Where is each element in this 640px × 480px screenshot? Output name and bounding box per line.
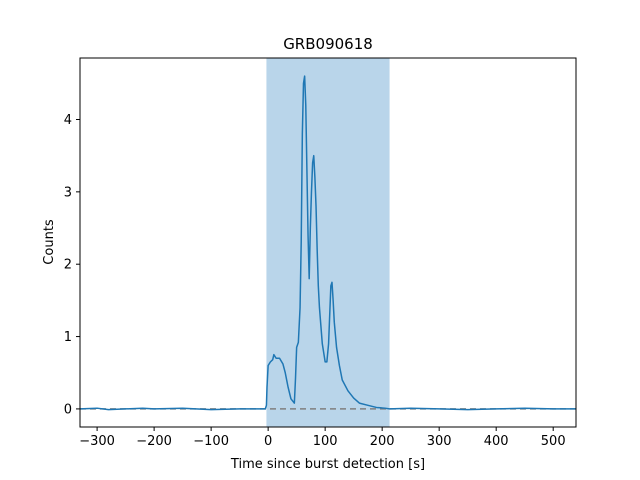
x-tick-label: 300 [427, 434, 452, 449]
x-tick-label: −300 [79, 434, 115, 449]
y-axis-label: Counts [42, 219, 57, 265]
plot-frame [79, 57, 577, 428]
y-tick-label: 2 [64, 258, 72, 273]
x-tick-label: 400 [484, 434, 509, 449]
chart-title: GRB090618 [283, 35, 373, 53]
y-tick-label: 4 [64, 113, 72, 128]
y-tick-label: 1 [64, 330, 72, 345]
y-tick-label: 3 [64, 185, 72, 200]
x-axis-label: Time since burst detection [s] [230, 457, 425, 472]
light-curve-series-0 [79, 75, 576, 411]
burst-interval-span [266, 58, 390, 427]
x-tick-label: 100 [313, 434, 338, 449]
x-tick-label: 200 [370, 434, 395, 449]
y-tick-label: 0 [64, 402, 72, 417]
x-tick-label: 500 [541, 434, 566, 449]
x-tick-label: −100 [193, 434, 229, 449]
x-tick-label: 0 [264, 434, 272, 449]
x-tick-label: −200 [136, 434, 172, 449]
